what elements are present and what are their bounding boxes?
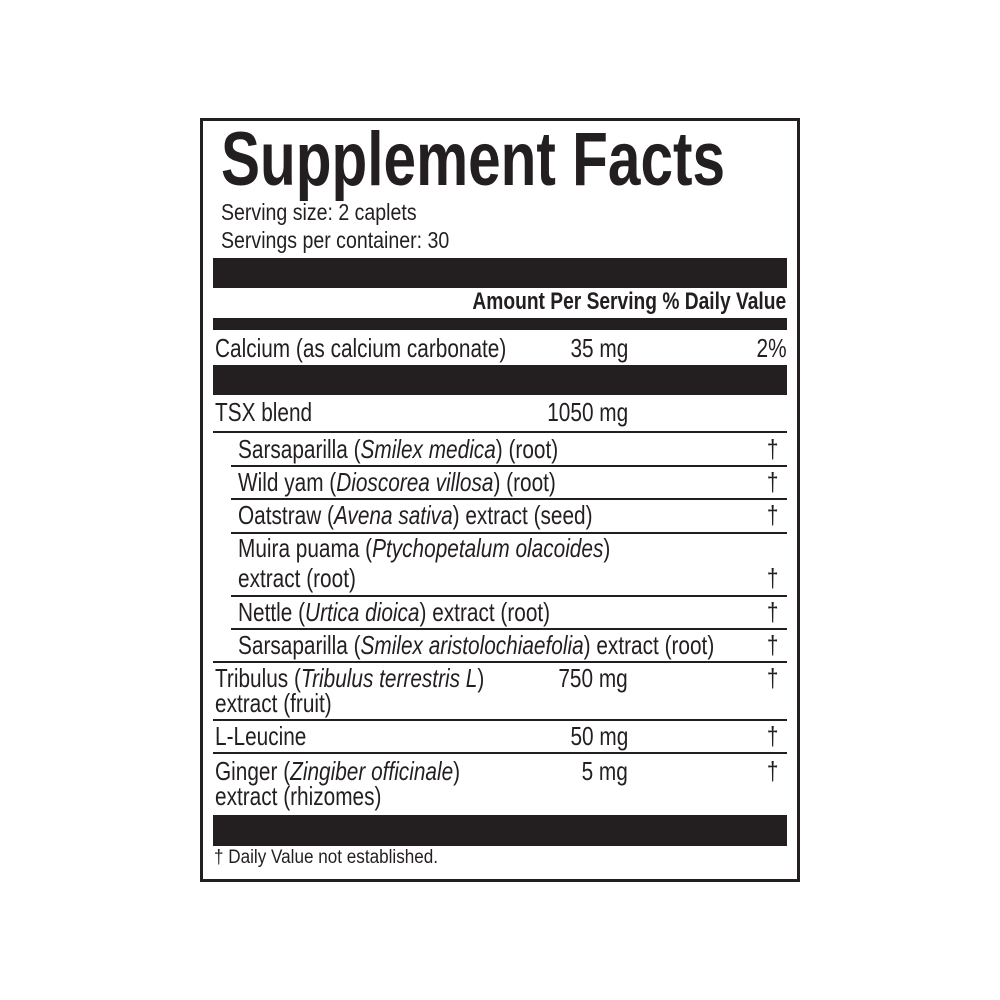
ingredient-amount: 5 mg	[581, 756, 628, 786]
ingredient-post: )	[477, 663, 485, 693]
blend-ingredient-name-line2: extract (root)	[238, 563, 356, 593]
ingredient-pre: Nettle (	[238, 597, 306, 627]
ingredient-name: L-Leucine	[215, 723, 306, 749]
ingredient-post: )	[603, 533, 611, 563]
blend-amount: 1050 mg	[547, 397, 628, 427]
blend-ingredient-name: Nettle (Urtica dioica) extract (root)	[238, 599, 550, 625]
divider-bar	[213, 258, 787, 288]
ingredient-latin: Tribulus terrestris L	[300, 663, 478, 693]
ingredient-latin: Smilex aristolochiaefolia	[360, 630, 584, 660]
dv-dagger: †	[766, 500, 778, 530]
ingredient-pre: Wild yam (	[238, 467, 337, 497]
serving-size: Serving size: 2 caplets	[221, 199, 417, 225]
dv-dagger: †	[766, 597, 778, 627]
row-divider	[231, 628, 787, 630]
row-divider	[231, 498, 787, 500]
label-title: Supplement Facts	[221, 117, 726, 202]
ingredient-post: ) (root)	[495, 434, 559, 464]
ingredient-post: ) extract (root)	[583, 630, 715, 660]
row-divider	[213, 661, 787, 663]
calcium-dv: 2%	[756, 333, 787, 363]
ingredient-post: ) extract (seed)	[452, 500, 593, 530]
ingredient-name: Ginger (Zingiber officinale)	[215, 758, 460, 784]
blend-ingredient-name: Muira puama (Ptychopetalum olacoides)	[238, 535, 610, 561]
ingredient-pre: Tribulus (	[215, 663, 301, 693]
ingredient-pre: Oatstraw (	[238, 500, 334, 530]
ingredient-pre: Ginger (	[215, 756, 291, 786]
ingredient-name-line2: extract (rhizomes)	[215, 781, 382, 811]
ingredient-amount: 750 mg	[558, 663, 628, 693]
row-divider	[213, 431, 787, 433]
dv-dagger: †	[766, 630, 778, 660]
row-divider	[231, 465, 787, 467]
dv-dagger: †	[766, 756, 778, 786]
ingredient-pre: L-Leucine	[215, 721, 307, 751]
ingredient-latin: Smilex medica	[360, 434, 496, 464]
divider-bar	[213, 365, 787, 395]
dv-dagger: †	[766, 563, 778, 593]
ingredient-post: ) extract (root)	[419, 597, 551, 627]
column-header: Amount Per Serving % Daily Value	[472, 288, 786, 315]
calcium-amount: 35 mg	[570, 333, 628, 363]
dv-dagger: †	[766, 467, 778, 497]
row-divider	[213, 752, 787, 754]
ingredient-name-line2: extract (fruit)	[215, 688, 332, 718]
ingredient-post: ) (root)	[493, 467, 556, 497]
row-divider	[213, 719, 787, 721]
ingredient-latin: Zingiber officinale	[290, 756, 454, 786]
ingredient-post: )	[453, 756, 461, 786]
ingredient-pre: Sarsaparilla (	[238, 630, 361, 660]
ingredient-amount: 50 mg	[570, 721, 628, 751]
ingredient-name: Tribulus (Tribulus terrestris L)	[215, 665, 484, 691]
blend-ingredient-name: Sarsaparilla (Smilex medica) (root)	[238, 436, 558, 462]
ingredient-pre: Sarsaparilla (	[238, 434, 361, 464]
ingredient-latin: Dioscorea villosa	[336, 467, 494, 497]
divider-bar	[213, 318, 787, 330]
dv-dagger: †	[766, 434, 778, 464]
servings-per-container: Servings per container: 30	[221, 227, 450, 253]
dv-dagger: †	[766, 721, 778, 751]
blend-ingredient-name: Oatstraw (Avena sativa) extract (seed)	[238, 502, 593, 528]
ingredient-pre: Muira puama (	[238, 533, 373, 563]
blend-name: TSX blend	[215, 397, 313, 427]
ingredient-latin: Avena sativa	[333, 500, 453, 530]
blend-ingredient-name: Sarsaparilla (Smilex aristolochiaefolia)…	[238, 632, 714, 658]
divider-bar	[213, 815, 787, 846]
dv-dagger: †	[766, 663, 778, 693]
row-divider	[231, 532, 787, 534]
blend-ingredient-name: Wild yam (Dioscorea villosa) (root)	[238, 469, 556, 495]
calcium-name: Calcium (as calcium carbonate)	[215, 333, 507, 363]
footnote: † Daily Value not established.	[214, 847, 439, 868]
ingredient-latin: Ptychopetalum olacoides	[372, 533, 604, 563]
row-divider	[231, 595, 787, 597]
ingredient-latin: Urtica dioica	[305, 597, 420, 627]
label-border	[200, 118, 800, 882]
